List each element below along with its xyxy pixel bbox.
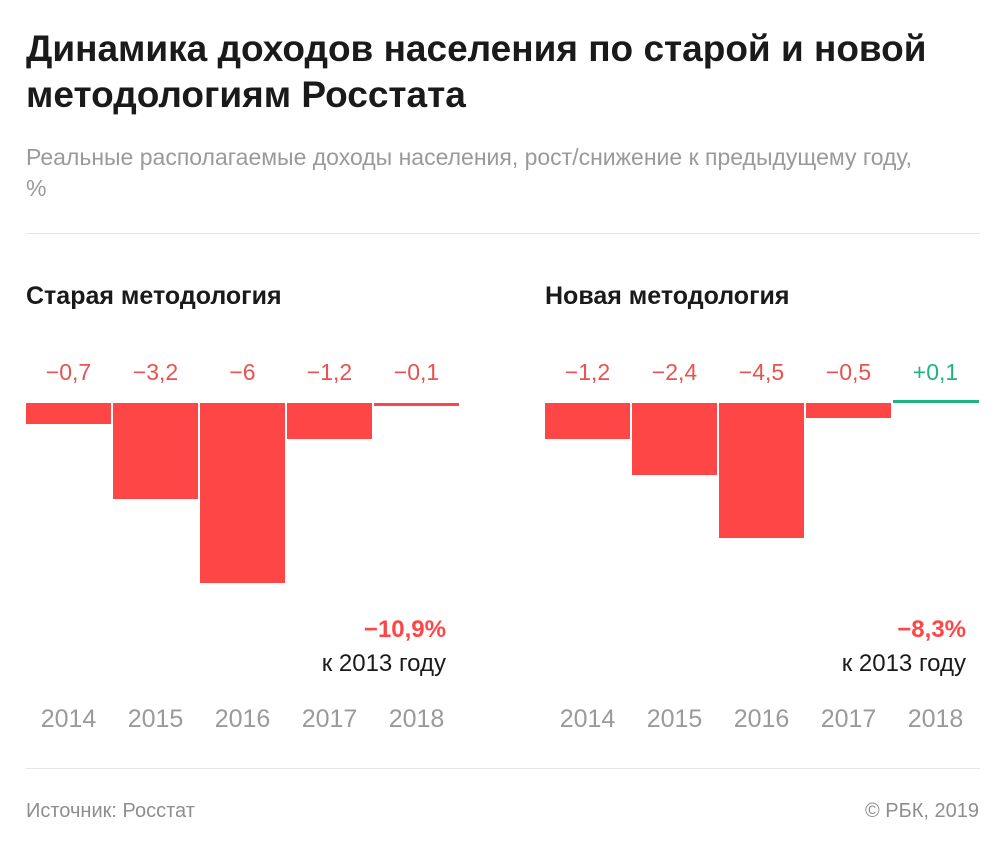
source-text: Источник: Росстат — [26, 800, 195, 822]
bar-2018 — [374, 403, 459, 406]
bar-2014 — [26, 403, 111, 424]
x-tick-label: 2016 — [215, 705, 271, 733]
bar-charts: −0,7 2014 −3,2 2015 −6 2016 −1,2 2017 −0,1 2018 −1… — [26, 359, 979, 733]
value-label: −2,4 — [652, 359, 698, 385]
divider-top — [26, 233, 980, 234]
x-tick-label: 2015 — [128, 705, 184, 733]
x-tick-label: 2017 — [302, 705, 358, 733]
copyright-text: © РБК, 2019 — [864, 800, 979, 822]
total-old: −10,9% — [363, 616, 446, 643]
bar-2015 — [632, 403, 717, 475]
bar-2017 — [806, 403, 891, 418]
total-note-old: к 2013 году — [321, 650, 446, 677]
divider-bottom — [26, 768, 980, 769]
bar-2016 — [719, 403, 804, 538]
x-tick-label: 2014 — [560, 705, 616, 733]
chart-subtitle: Реальные располагаемые доходы населения,… — [26, 144, 913, 201]
value-label: −0,1 — [394, 359, 439, 385]
value-label: −1,2 — [565, 359, 610, 385]
x-tick-label: 2018 — [908, 705, 964, 733]
bar-2016 — [200, 403, 285, 583]
x-tick-label: 2016 — [734, 705, 790, 733]
value-label: −6 — [229, 359, 255, 385]
value-label: +0,1 — [913, 359, 958, 385]
value-label: −0,5 — [826, 359, 871, 385]
value-label: −4,5 — [739, 359, 784, 385]
panel-title-old: Старая методология — [26, 282, 282, 310]
x-tick-label: 2017 — [821, 705, 877, 733]
total-new: −8,3% — [897, 616, 966, 643]
x-tick-label: 2014 — [41, 705, 97, 733]
x-tick-label: 2015 — [647, 705, 703, 733]
panel-title-new: Новая методология — [545, 282, 790, 310]
bar-2017 — [287, 403, 372, 439]
value-label: −1,2 — [307, 359, 352, 385]
value-label: −3,2 — [133, 359, 178, 385]
bar-2015 — [113, 403, 198, 499]
chart-title: Динамика доходов населения по старой и н… — [26, 28, 927, 115]
bar-2018 — [893, 400, 979, 403]
bar-2014 — [545, 403, 630, 439]
value-label: −0,7 — [46, 359, 91, 385]
total-note-new: к 2013 году — [841, 650, 966, 677]
x-tick-label: 2018 — [389, 705, 445, 733]
